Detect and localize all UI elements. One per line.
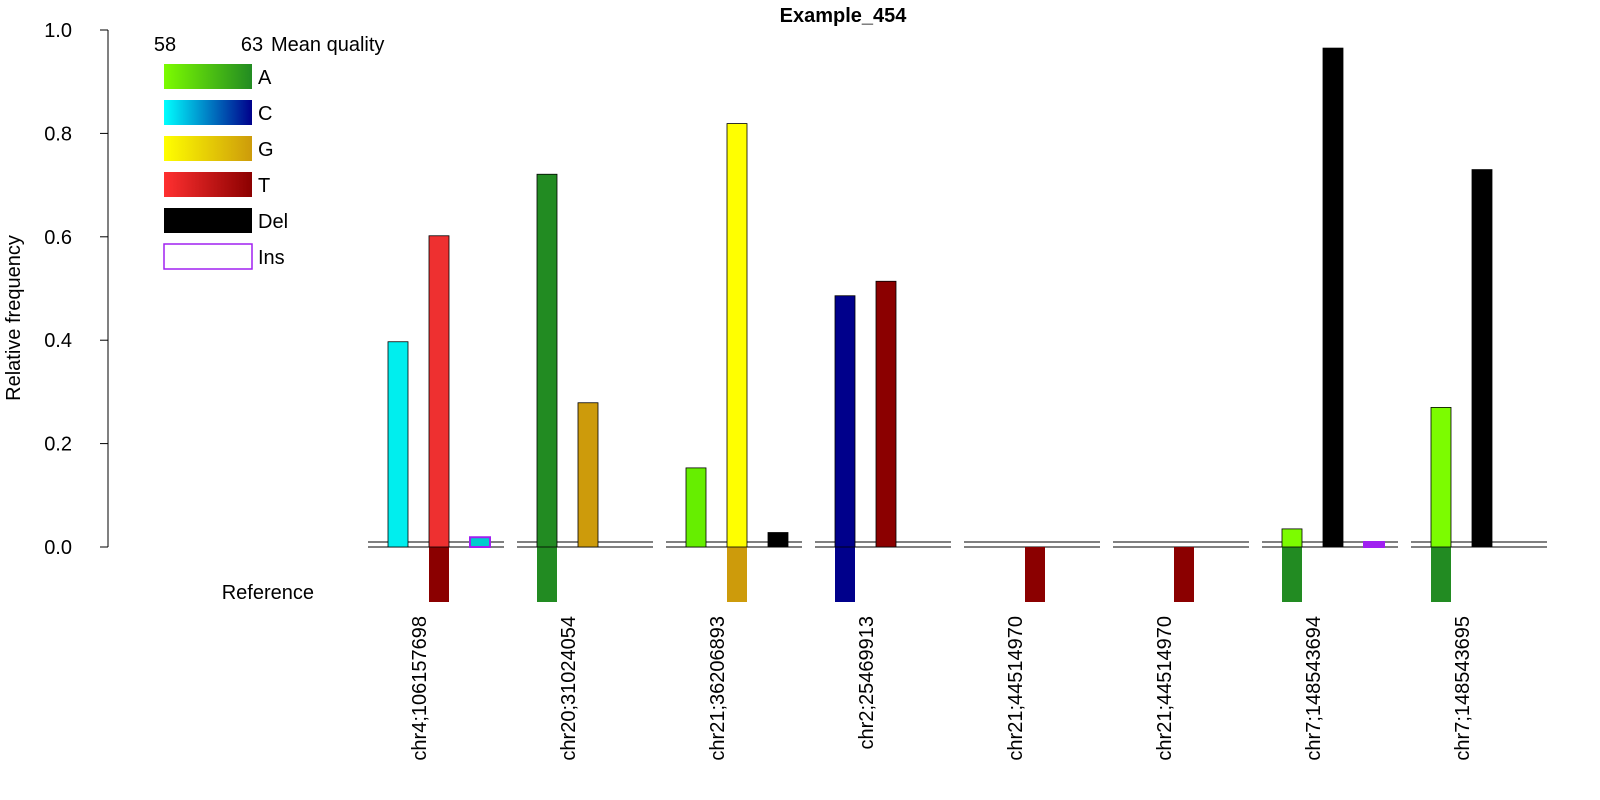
bar-a [536,173,558,548]
position-label: chr7;148543695 [1452,616,1474,761]
y-tick-label: 0.0 [44,537,72,559]
position-label: chr4;106157698 [409,616,431,761]
legend-label-g: G [258,139,274,161]
legend-swatch-ins [163,243,253,270]
reference-bar [1431,547,1451,602]
bar-ins [469,536,491,548]
legend-swatch-t [164,172,252,197]
reference-bar [835,547,855,602]
reference-bar [727,547,747,602]
position-label: chr2;25469913 [856,616,878,749]
position-label: chr21;44514970 [1005,616,1027,761]
legend-label-c: C [258,103,272,125]
bar-a [1430,407,1452,548]
bar-a [685,467,707,548]
legend-swatch-c [164,100,252,125]
legend-swatch-g [164,136,252,161]
position-label: chr21;44514970 [1154,616,1176,761]
reference-label: Reference [222,582,314,604]
reference-bar [429,547,449,602]
position-group: chr7;148543695 [1411,169,1547,761]
reference-bar [1025,547,1045,602]
bar-del [767,532,789,548]
legend-swatch-a [164,64,252,89]
bar-c [387,341,409,548]
reference-bar [1282,547,1302,602]
bar-ins [1363,541,1385,548]
bar-a [1281,528,1303,548]
legend-label-del: Del [258,211,288,233]
position-group: chr7;148543694 [1262,47,1398,761]
position-label: chr20;31024054 [558,616,580,761]
reference-bar [1174,547,1194,602]
bar-del [1322,47,1344,548]
y-axis: 0.0 0.2 0.4 0.6 0.8 1.0 [44,20,109,559]
position-label: chr21;36206893 [707,616,729,761]
legend-quality-min: 58 [154,34,176,56]
legend-swatch-del [164,208,252,233]
reference-bar [537,547,557,602]
y-tick-label: 1.0 [44,20,72,42]
bar-g [577,402,599,548]
legend-label-t: T [258,175,270,197]
position-group: chr20;31024054 [517,173,653,761]
bar-c [834,295,856,548]
bar-t [428,235,450,548]
plot-area: chr4;106157698 chr20;31024054 chr21;362068… [368,47,1547,761]
y-tick-label: 0.8 [44,123,72,145]
y-tick-label: 0.4 [44,330,72,352]
position-group: chr21;44514970 [1113,541,1249,761]
y-tick-label: 0.6 [44,227,72,249]
position-label: chr7;148543694 [1303,616,1325,761]
bar-del [1471,169,1493,548]
position-group: chr21;44514970 [964,541,1100,761]
legend-label-a: A [258,67,272,89]
legend-quality-max: 63 [241,34,263,56]
legend-quality-title: Mean quality [271,34,384,56]
bar-t [875,280,897,548]
y-tick-label: 0.2 [44,434,72,456]
y-axis-label: Relative frequency [3,235,25,401]
position-group: chr21;36206893 [666,123,802,761]
position-group: chr4;106157698 [368,235,504,761]
position-group: chr2;25469913 [815,280,951,749]
bar-g [726,123,748,548]
legend-label-ins: Ins [258,247,285,269]
chart-title: Example_454 [780,5,908,27]
